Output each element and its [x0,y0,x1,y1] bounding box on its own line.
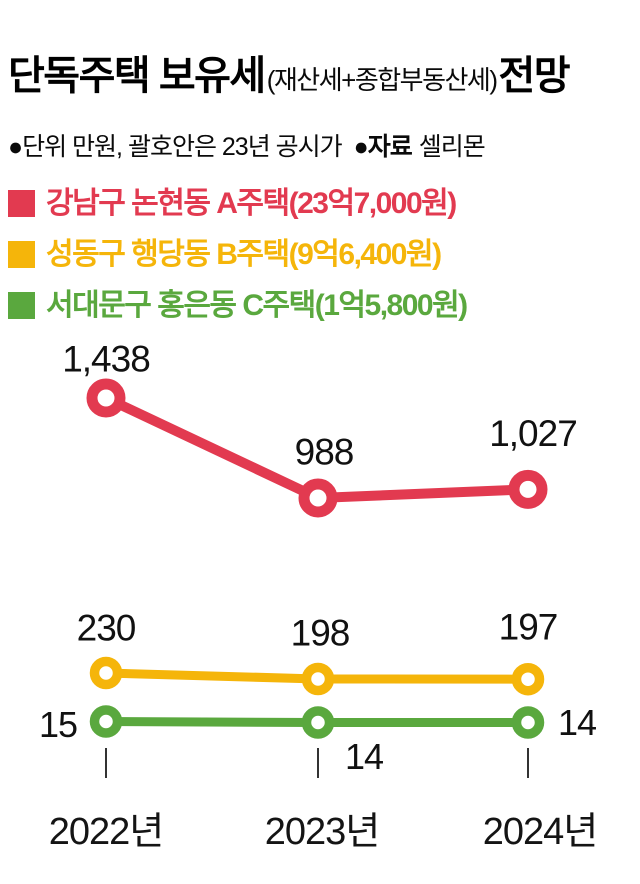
chart-subtitle: ●단위 만원, 괄호안은 23년 공시가 ●자료 셀리몬 [8,133,486,162]
value-label: 14 [558,702,596,743]
value-label: 230 [77,608,136,649]
title-main: 단독주택 보유세 [8,54,266,98]
legend-swatch-icon [8,241,35,268]
value-label: 1,027 [489,413,577,454]
data-point-marker [301,706,335,739]
data-point-marker [298,478,338,518]
legend-label: 서대문구 홍은동 C주택(1억5,800원) [46,288,468,322]
value-label: 14 [345,736,383,777]
legend-swatch-icon [8,292,35,319]
legend-item-c: 서대문구 홍은동 C주택(1억5,800원) [8,287,468,324]
page-title: 단독주택 보유세 (재산세+종합부동산세) 전망 [8,54,571,98]
data-point-marker [86,378,126,418]
x-axis-label: 2023년 [265,811,380,853]
title-suffix: 전망 [498,54,571,98]
source-key: ●자료 [353,133,413,161]
data-point-marker [511,706,545,739]
legend-item-a: 강남구 논현동 A주택(23억7,000원) [8,185,467,222]
x-axis-label: 2022년 [49,811,164,853]
value-label: 988 [295,432,354,473]
value-label: 198 [291,613,350,654]
legend-swatch-icon [8,190,35,217]
unit-note: ●단위 만원, 괄호안은 23년 공시가 [8,133,343,161]
legend-label: 강남구 논현동 A주택(23억7,000원) [46,186,457,220]
value-label: 15 [39,704,77,745]
x-axis-label: 2024년 [483,811,598,853]
data-point-marker [89,705,123,738]
data-point-marker [301,662,335,696]
source-value: 셀리몬 [418,133,486,161]
legend-item-b: 성동구 행당동 B주택(9억6,400원) [8,236,467,273]
data-point-marker [89,656,123,690]
title-paren: (재산세+종합부동산세) [266,65,498,95]
data-point-marker [511,662,545,696]
legend-label: 성동구 행당동 B주택(9억6,400원) [46,237,442,271]
data-point-marker [508,469,548,509]
value-label: 197 [499,607,558,648]
chart-legend: 강남구 논현동 A주택(23억7,000원) 성동구 행당동 B주택(9억6,4… [8,185,468,338]
value-label: 1,438 [62,339,150,380]
